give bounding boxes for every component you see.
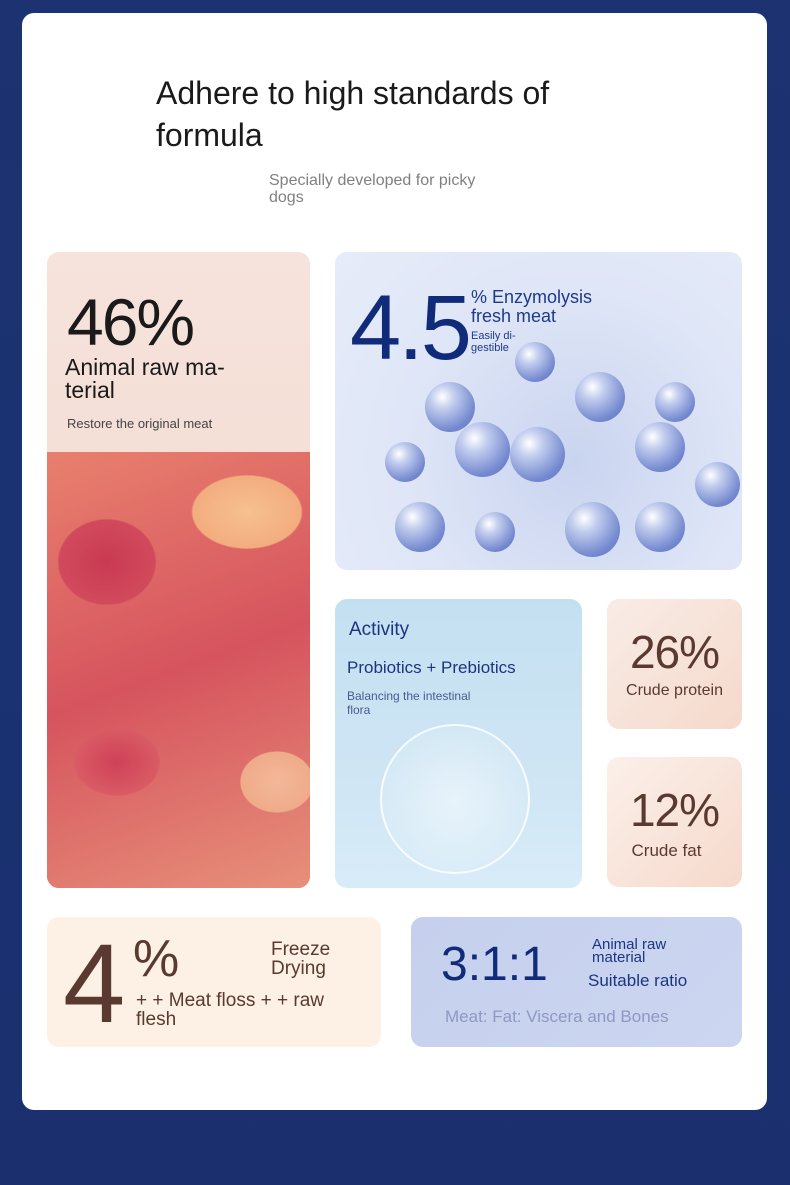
fat-value: 12%	[629, 784, 720, 836]
freeze-value: 4	[63, 921, 126, 1046]
animal-raw-value: 46%	[67, 285, 195, 359]
crude-protein-card: 26% Crude protein	[607, 599, 742, 729]
ratio-card: 3:1:1 Animal raw material Suitable ratio…	[411, 917, 742, 1047]
freeze-unit: %	[133, 930, 180, 988]
ratio-value: 3:1:1	[441, 938, 548, 991]
protein-value: 26%	[629, 626, 720, 678]
enzymolysis-desc: Easily di- gestible	[471, 330, 516, 354]
animal-raw-desc: Restore the original meat	[67, 416, 213, 431]
page-title: Adhere to high standards of formula	[156, 75, 550, 153]
protein-label: Crude protein	[626, 682, 723, 699]
freeze-desc: + + Meat floss + + raw flesh	[136, 990, 324, 1030]
fat-label: Crude fat	[631, 841, 702, 860]
probiotics-card: Activity Probiotics + Prebiotics Balanci…	[335, 599, 582, 888]
enzymolysis-card: 4.5 % Enzymolysis fresh meat Easily di- …	[335, 252, 742, 570]
molecule-image	[335, 252, 742, 570]
enzymolysis-value: 4.5	[350, 277, 472, 379]
freeze-drying-card: 4 % Freeze Drying + + Meat floss + + raw…	[47, 917, 381, 1047]
ratio-desc: Meat: Fat: Viscera and Bones	[445, 1007, 669, 1026]
probiotic-capsule-image	[380, 724, 530, 874]
animal-raw-material-card: 46% Animal raw ma- terial Restore the or…	[47, 252, 310, 888]
crude-fat-card: 12% Crude fat	[607, 757, 742, 887]
probiotics-desc: Balancing the intestinal flora	[347, 689, 471, 717]
animal-raw-label: Animal raw ma- terial	[65, 354, 225, 403]
enzymolysis-label: % Enzymolysis fresh meat	[471, 287, 593, 326]
raw-meat-image	[47, 452, 310, 888]
ratio-sub: Suitable ratio	[588, 971, 688, 990]
freeze-label: Freeze Drying	[271, 939, 331, 979]
page-subtitle: Specially developed for picky dogs	[269, 172, 476, 206]
probiotics-label: Probiotics + Prebiotics	[347, 658, 516, 677]
ratio-label: Animal raw material	[592, 936, 667, 966]
probiotics-title: Activity	[349, 619, 410, 640]
